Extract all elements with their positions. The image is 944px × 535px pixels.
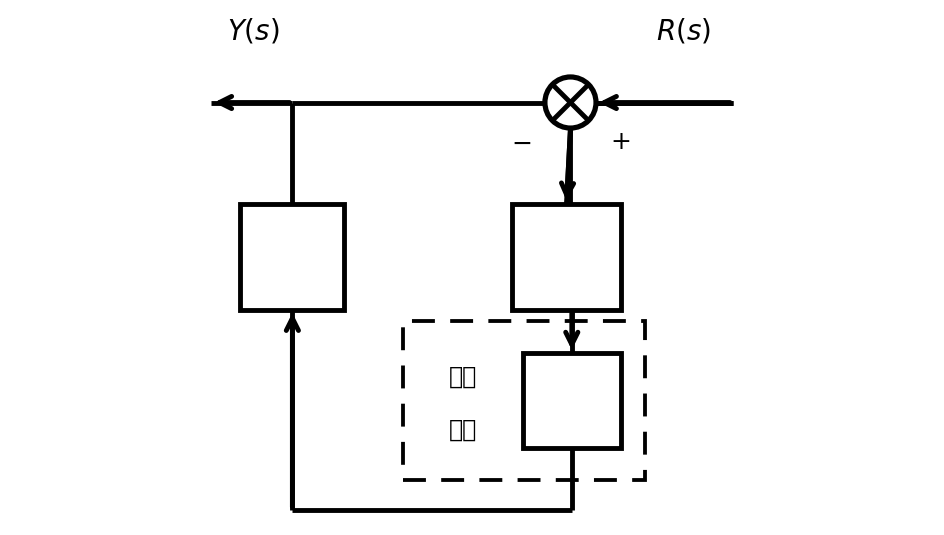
Text: $-$: $-$	[511, 131, 531, 155]
Bar	[523, 353, 621, 448]
Text: $G(s)$: $G(s)$	[265, 243, 320, 271]
Text: $Y(s)$: $Y(s)$	[228, 16, 279, 45]
Text: $+$: $+$	[610, 131, 630, 155]
Bar	[403, 320, 645, 480]
Text: $R(s)$: $R(s)$	[656, 16, 711, 45]
Text: $C(s)$: $C(s)$	[540, 243, 593, 271]
Text: 前向: 前向	[449, 365, 478, 388]
Text: 网络: 网络	[449, 417, 478, 441]
Text: $e^{-\tau s}$: $e^{-\tau s}$	[544, 387, 599, 414]
Bar	[512, 204, 621, 310]
Bar	[241, 204, 345, 310]
